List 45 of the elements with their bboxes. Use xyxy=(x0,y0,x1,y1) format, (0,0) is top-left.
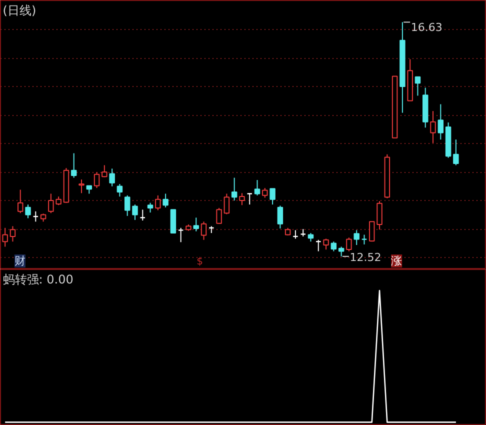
annotation: $ xyxy=(196,256,203,268)
candlestick xyxy=(116,184,123,198)
candlestick xyxy=(430,110,436,144)
candlestick xyxy=(10,226,16,242)
candlestick xyxy=(369,221,375,242)
candlestick xyxy=(453,139,459,166)
candlestick xyxy=(262,188,268,198)
candlestick xyxy=(376,200,382,230)
candlestick xyxy=(323,238,329,250)
candlestick xyxy=(18,189,24,214)
candlestick xyxy=(224,193,230,215)
candlestick xyxy=(354,230,360,246)
chart-title: (日线) xyxy=(2,4,36,18)
candlestick xyxy=(132,204,138,220)
candlestick xyxy=(147,202,154,214)
candlestick xyxy=(78,178,84,194)
annotation: 财 xyxy=(14,254,26,268)
candlestick xyxy=(193,217,199,232)
candlestick xyxy=(414,76,421,96)
candlestick xyxy=(270,188,276,206)
candlestick xyxy=(25,204,31,219)
candlestick xyxy=(361,234,368,245)
candlestick xyxy=(338,246,344,257)
candlestick xyxy=(170,209,176,234)
candlestick xyxy=(109,168,115,187)
candlestick xyxy=(438,104,444,140)
candlestick xyxy=(254,180,260,196)
candlestick xyxy=(200,221,207,240)
candlestick xyxy=(124,194,130,216)
candlestick xyxy=(178,227,184,243)
candlestick xyxy=(346,237,352,252)
candlestick xyxy=(216,207,222,224)
candlestick xyxy=(231,177,238,202)
annotation: 涨 xyxy=(391,254,402,268)
candlestick xyxy=(155,194,161,211)
candlestick xyxy=(162,193,168,208)
candlestick xyxy=(239,192,245,206)
annotation: 16.63 xyxy=(410,21,442,34)
candlestick xyxy=(94,172,100,188)
candlestick xyxy=(330,241,337,252)
chart-title: 蚂转强: 0.00 xyxy=(2,272,74,286)
annotation: 12.52 xyxy=(350,250,382,264)
candlestick xyxy=(246,192,253,206)
candlestick xyxy=(70,152,77,178)
candlestick xyxy=(277,205,284,229)
